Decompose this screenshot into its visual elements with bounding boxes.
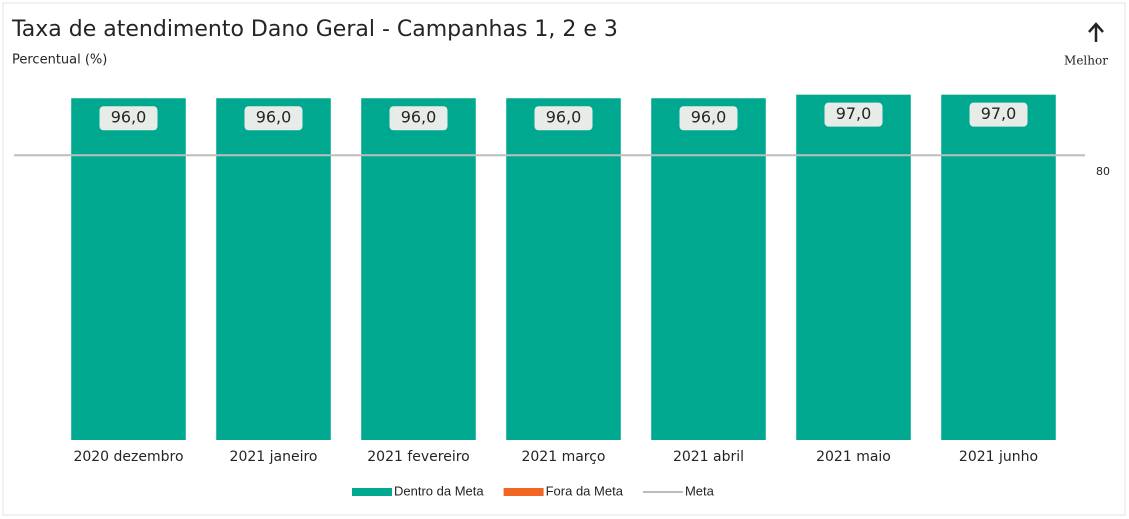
value-label: 96,0 bbox=[401, 108, 437, 127]
value-label: 96,0 bbox=[111, 108, 147, 127]
better-arrow bbox=[1088, 22, 1104, 42]
value-label: 97,0 bbox=[981, 104, 1017, 123]
bar bbox=[361, 98, 476, 441]
chart-subtitle: Percentual (%) bbox=[12, 53, 107, 68]
legend-label: Meta bbox=[685, 483, 715, 498]
x-tick-label: 2021 fevereiro bbox=[367, 449, 469, 465]
bar bbox=[651, 98, 766, 441]
bar bbox=[216, 98, 331, 441]
x-tick-label: 2021 abril bbox=[673, 449, 744, 465]
value-label-box bbox=[969, 102, 1028, 127]
better-label: Melhor bbox=[1064, 54, 1108, 68]
value-label: 97,0 bbox=[836, 104, 872, 123]
value-label-box bbox=[389, 106, 448, 131]
chart-title: Taxa de atendimento Dano Geral - Campanh… bbox=[11, 17, 618, 42]
value-label-box bbox=[824, 102, 883, 127]
legend-swatch bbox=[352, 488, 392, 496]
value-label-box bbox=[534, 106, 593, 131]
x-tick-label: 2021 maio bbox=[816, 449, 891, 465]
meta-label: 80 bbox=[1096, 165, 1110, 178]
value-label-box bbox=[679, 106, 738, 131]
legend-swatch bbox=[503, 488, 544, 496]
legend-label: Fora da Meta bbox=[546, 483, 624, 498]
bar bbox=[941, 94, 1056, 441]
value-label-box bbox=[99, 106, 158, 131]
value-label: 96,0 bbox=[691, 108, 727, 127]
bar bbox=[71, 98, 186, 441]
value-label-box bbox=[244, 106, 303, 131]
value-label: 96,0 bbox=[546, 108, 582, 127]
x-tick-label: 2021 janeiro bbox=[230, 449, 318, 465]
x-tick-label: 2021 junho bbox=[959, 449, 1038, 465]
bar bbox=[796, 94, 911, 441]
x-tick-label: 2021 março bbox=[521, 449, 605, 465]
x-tick-label: 2020 dezembro bbox=[73, 449, 183, 465]
legend-label: Dentro da Meta bbox=[394, 483, 484, 498]
value-label: 96,0 bbox=[256, 108, 292, 127]
bar bbox=[506, 98, 621, 441]
